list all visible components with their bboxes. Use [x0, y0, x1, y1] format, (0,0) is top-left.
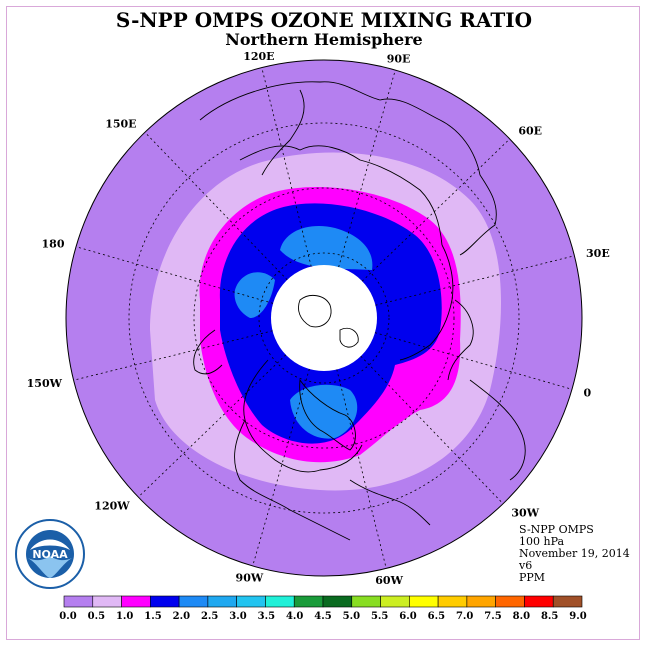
meridian-180: [75, 246, 274, 304]
info-instrument: S-NPP OMPS: [519, 523, 594, 536]
legend-swatch: [63, 595, 94, 608]
meridian-60e: [361, 138, 511, 282]
legend-tick: 4.0: [286, 611, 303, 622]
chart-subtitle: Northern Hemisphere: [225, 30, 423, 49]
legend-swatch: [495, 595, 525, 608]
legend-tick: 2.0: [173, 611, 190, 622]
meridian-lines: [73, 67, 575, 569]
meridian-120e: [261, 67, 312, 267]
legend-tick: 3.0: [229, 611, 246, 622]
meridian-150e: [144, 131, 288, 281]
legend-tick: 7.5: [484, 611, 501, 622]
legend-tick-labels: 0.0 0.5 1.0 1.5 2.0 2.5 3.0 3.5 4.0 4.5 5.0 5.5 6.0 6…: [59, 611, 586, 622]
info-version: v6: [519, 559, 533, 572]
legend-swatch: [92, 595, 122, 608]
legend-tick: 9.0: [569, 611, 586, 622]
legend-swatch: [178, 595, 209, 608]
legend-swatch: [437, 595, 468, 608]
longitude-label-150e: 150E: [105, 118, 136, 131]
longitude-label-120e: 120E: [243, 50, 274, 63]
meridian-30e: [375, 255, 575, 306]
noaa-logo: NOAA: [15, 519, 85, 589]
chart-title: S-NPP OMPS OZONE MIXING RATIO: [115, 8, 533, 32]
longitude-label-90e: 90E: [387, 53, 411, 66]
legend-swatch: [552, 595, 583, 608]
legend-tick: 3.5: [258, 611, 275, 622]
meridian-90e: [338, 69, 396, 268]
coastlines: [193, 81, 526, 541]
legend-tick: 2.5: [201, 611, 218, 622]
legend-swatch: [150, 595, 180, 608]
legend-swatch: [293, 595, 324, 608]
ozone-patch-top: [280, 226, 373, 270]
meridian-90w: [252, 368, 310, 567]
info-block: S-NPP OMPS 100 hPa November 19, 2014 v6 …: [519, 524, 630, 584]
ozone-patch-bottom: [290, 384, 358, 439]
info-level: 100 hPa: [519, 535, 565, 548]
legend-swatch: [524, 595, 554, 608]
color-legend: [63, 595, 583, 608]
meridian-150w: [73, 330, 273, 381]
noaa-logo-text: NOAA: [32, 548, 68, 561]
meridian-60w: [336, 369, 387, 569]
longitude-label-30w: 30W: [511, 506, 539, 519]
longitude-label-150w: 150W: [27, 377, 63, 390]
legend-swatch: [121, 595, 151, 608]
polar-night-gap: [271, 265, 377, 371]
legend-swatch: [322, 595, 353, 608]
legend-swatch: [409, 595, 439, 608]
legend-swatch: [380, 595, 410, 608]
legend-tick: 1.5: [144, 611, 161, 622]
legend-tick: 0.0: [59, 611, 76, 622]
legend-tick: 5.5: [371, 611, 388, 622]
legend-tick: 6.5: [428, 611, 445, 622]
info-units: PPM: [519, 571, 546, 584]
longitude-label-30e: 30E: [586, 247, 610, 260]
longitude-label-120w: 120W: [94, 499, 130, 512]
legend-tick: 8.5: [541, 611, 558, 622]
legend-swatch: [207, 595, 237, 608]
legend-swatch: [466, 595, 496, 608]
legend-swatch: [236, 595, 266, 608]
ozone-patch-left: [234, 272, 275, 318]
longitude-label-90w: 90W: [236, 571, 264, 584]
longitude-label-60w: 60W: [375, 574, 403, 587]
longitude-labels: 90E 60E 30E 0 30W 60W 90W 120W 150W 180 150E 120E: [27, 50, 610, 587]
legend-tick: 1.0: [116, 611, 133, 622]
meridian-30w: [360, 355, 504, 505]
legend-tick: 7.0: [456, 611, 473, 622]
meridian-0: [374, 332, 573, 390]
legend-tick: 6.0: [399, 611, 416, 622]
legend-swatch: [351, 595, 381, 608]
legend-tick: 5.0: [343, 611, 360, 622]
latitude-circles: [128, 122, 520, 514]
legend-tick: 0.5: [88, 611, 105, 622]
longitude-label-0: 0: [583, 387, 591, 400]
legend-swatch: [265, 595, 295, 608]
figure-frame: [6, 6, 640, 640]
meridian-120w: [137, 354, 287, 498]
longitude-label-60e: 60E: [518, 125, 542, 138]
legend-tick: 8.0: [513, 611, 530, 622]
longitude-label-180: 180: [42, 237, 65, 250]
legend-tick: 4.5: [314, 611, 331, 622]
info-date: November 19, 2014: [519, 547, 630, 560]
